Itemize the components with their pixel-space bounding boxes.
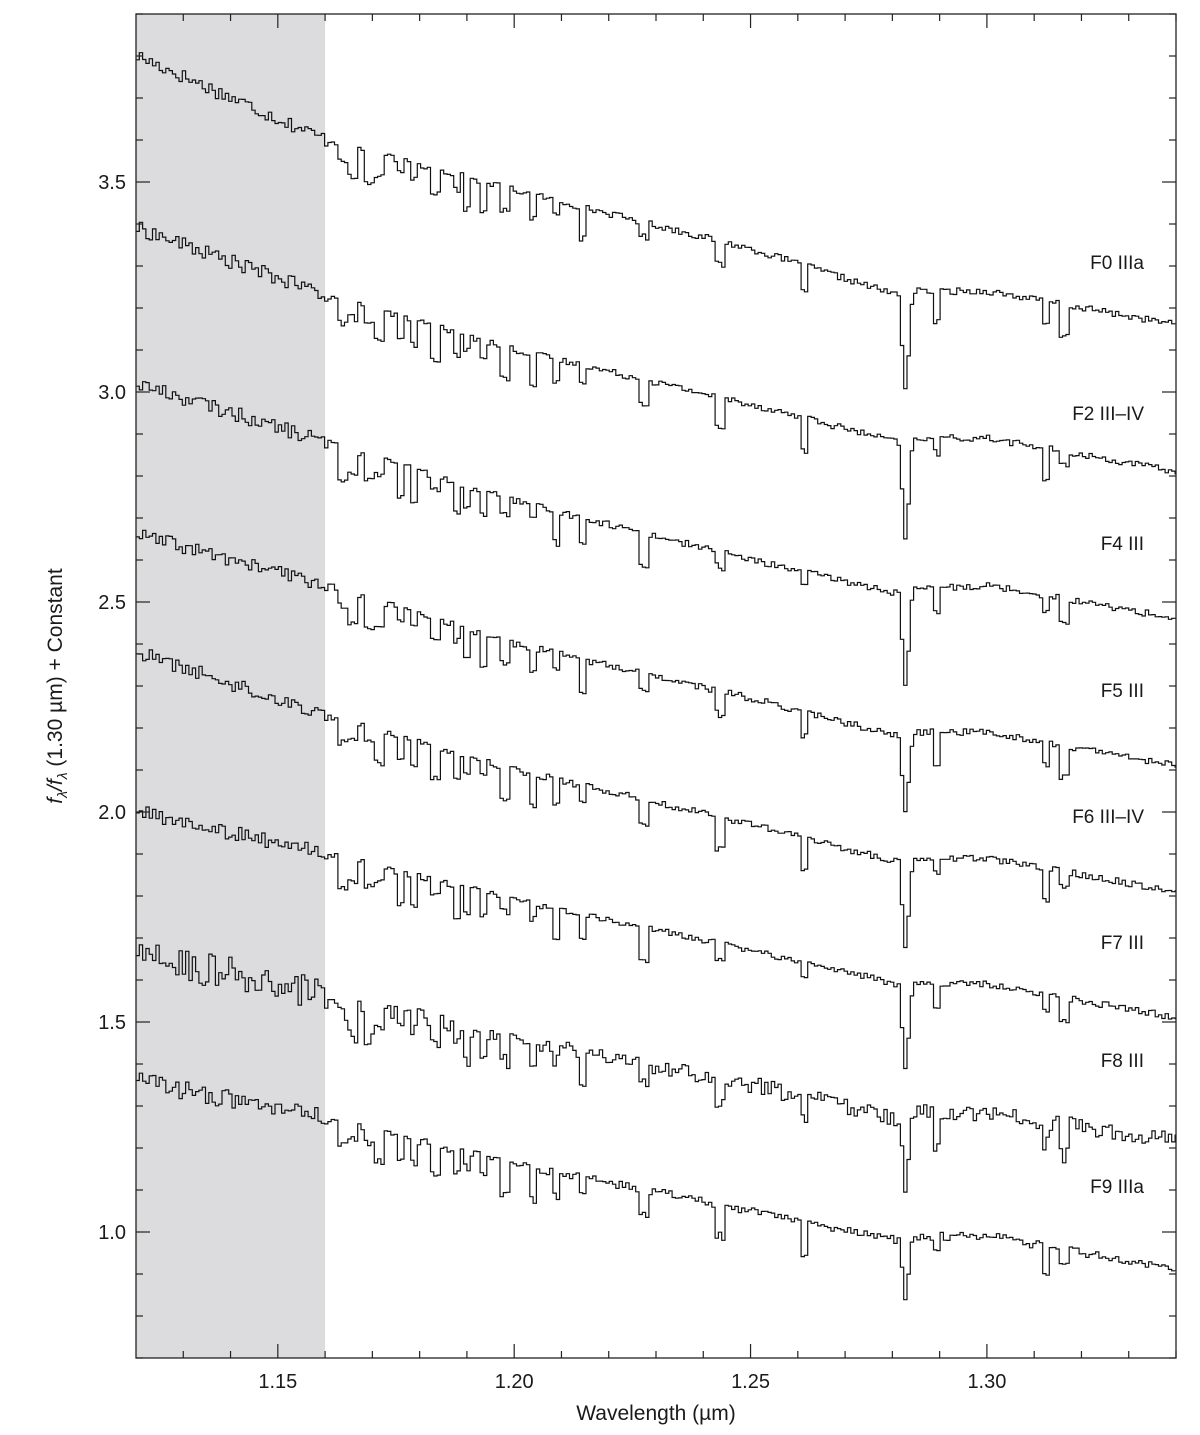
y-tick-label: 2.0 xyxy=(98,802,126,824)
series-label: F7 III xyxy=(1101,933,1144,954)
spectrum-line-6 xyxy=(136,944,1176,1193)
x-tick-label: 1.30 xyxy=(967,1371,1006,1393)
series-label: F2 III–IV xyxy=(1072,404,1144,425)
y-tick-label: 2.5 xyxy=(98,592,126,614)
x-axis-title: Wavelength (µm) xyxy=(576,1402,736,1425)
spectrum-line-2 xyxy=(136,381,1176,686)
series-label: F6 III–IV xyxy=(1072,807,1144,828)
series-label: F9 IIIa xyxy=(1090,1177,1144,1198)
spectrum-line-3 xyxy=(136,529,1176,813)
y-axis-title-f1: f xyxy=(44,796,67,804)
series-label: F8 III xyxy=(1101,1051,1144,1072)
series-label: F0 IIIa xyxy=(1090,253,1144,274)
y-axis-title-rest: (1.30 µm) + Constant xyxy=(44,568,67,772)
y-axis-title-sub2: λ xyxy=(54,772,70,780)
y-axis-title-f2: /f xyxy=(44,777,67,793)
y-tick-label: 3.0 xyxy=(98,382,126,404)
plot-frame xyxy=(135,13,1177,1359)
series-label: F5 III xyxy=(1101,681,1144,702)
y-tick-label: 1.0 xyxy=(98,1222,126,1244)
y-tick-label: 3.5 xyxy=(98,172,126,194)
spectrum-line-4 xyxy=(136,649,1176,949)
spectrum-line-0 xyxy=(136,52,1176,390)
spectrum-line-1 xyxy=(136,221,1176,540)
x-tick-label: 1.20 xyxy=(495,1371,534,1393)
spectrum-line-5 xyxy=(136,806,1176,1070)
x-tick-label: 1.15 xyxy=(258,1371,297,1393)
spectra-group xyxy=(136,52,1176,1301)
series-labels-group: F0 IIIa F2 III–IV F4 III F5 III F6 III–IV F7 … xyxy=(1072,253,1144,1198)
x-tick-label: 1.25 xyxy=(731,1371,770,1393)
y-axis-title: fλ/fλ (1.30 µm) + Constant xyxy=(44,568,70,804)
series-label: F4 III xyxy=(1101,534,1144,555)
spectrum-line-7 xyxy=(136,1072,1176,1301)
shaded-region xyxy=(136,14,326,1358)
y-axis-title-sub1: λ xyxy=(54,791,70,799)
y-tick-label: 1.5 xyxy=(98,1012,126,1034)
